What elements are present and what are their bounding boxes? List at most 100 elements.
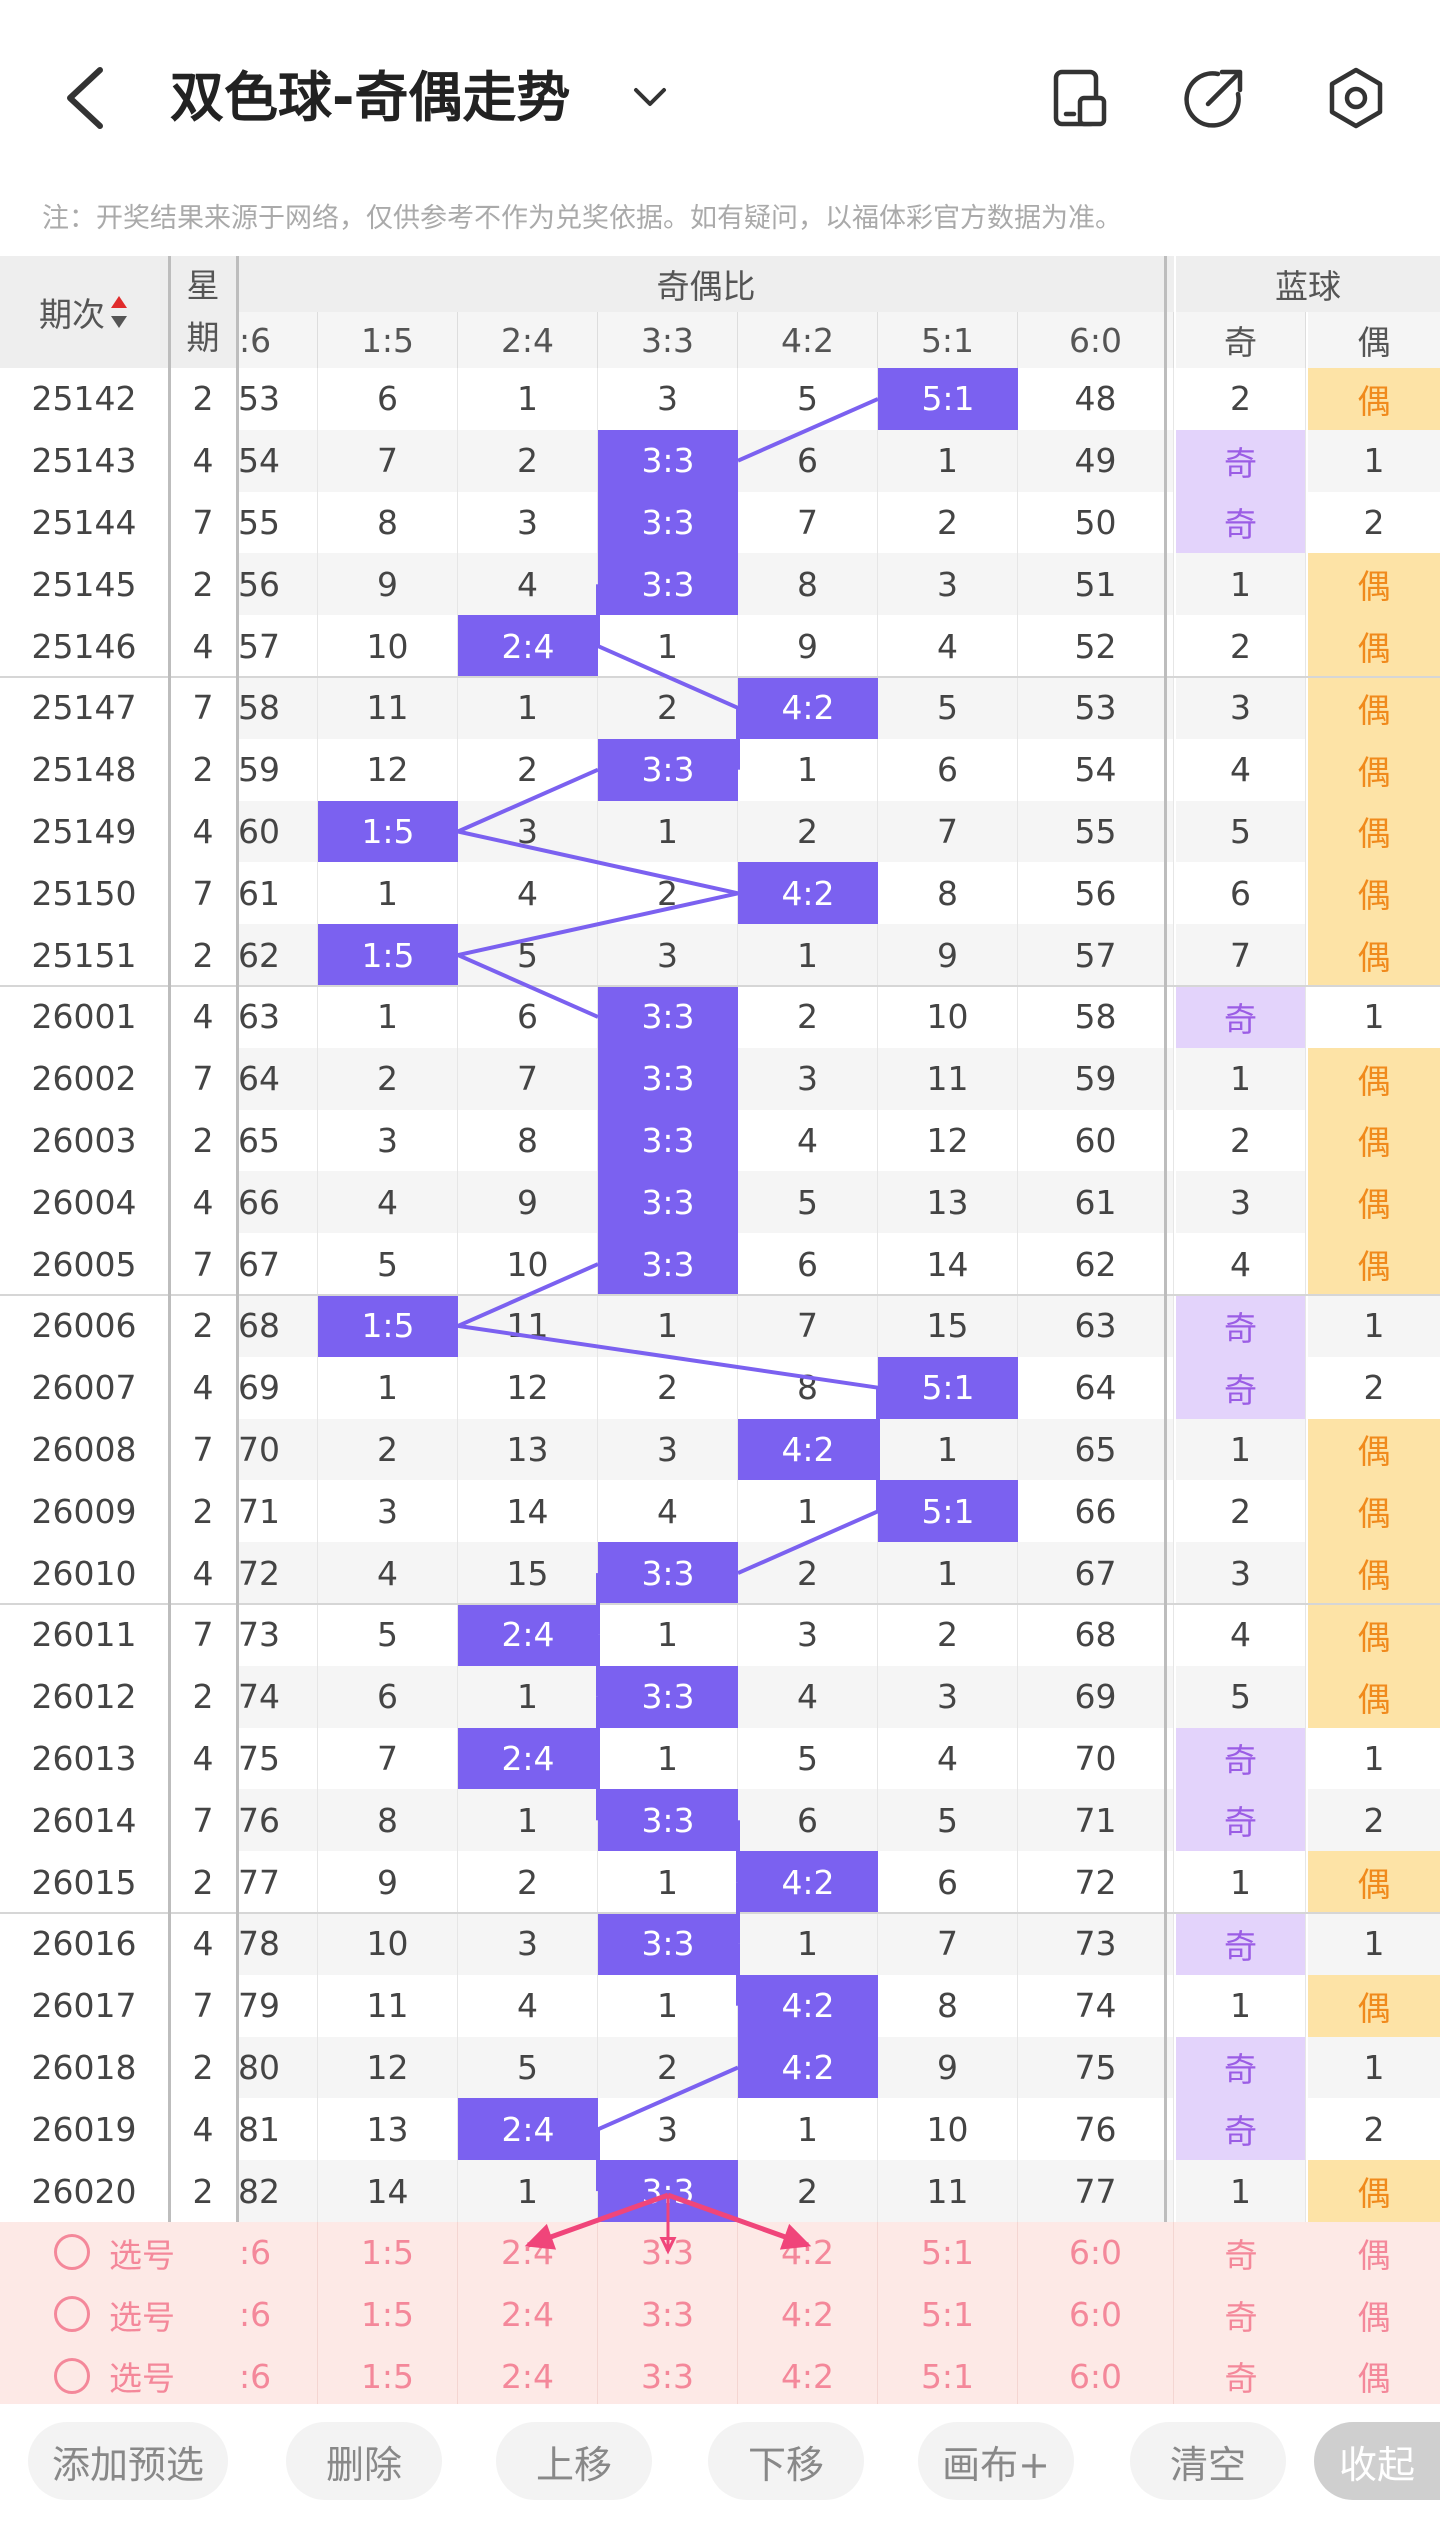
pick-radio[interactable]: [54, 2234, 90, 2270]
ratio-cell-6: 54: [1018, 738, 1174, 801]
pick-radio[interactable]: [54, 2357, 90, 2394]
ratio-cell-4: 2: [738, 2160, 878, 2222]
ratio-cell-1: 5: [318, 1604, 458, 1666]
pick-label[interactable]: 选号: [109, 2297, 175, 2337]
blue-even-cell: 偶: [1308, 1480, 1440, 1543]
settings-icon[interactable]: [1320, 62, 1392, 134]
move-up-button[interactable]: 上移: [496, 2422, 652, 2500]
period-cell: 25148: [0, 738, 168, 801]
period-cell: 26015: [0, 1851, 168, 1913]
pick-blue-even[interactable]: 偶: [1357, 2359, 1391, 2399]
ratio-cell-5: 11: [878, 2160, 1018, 2222]
pick-ratio-4[interactable]: 4:2: [738, 2345, 878, 2408]
period-header[interactable]: 期次: [0, 256, 168, 368]
ratio-cell-2: 7: [458, 1047, 598, 1110]
delete-button[interactable]: 删除: [286, 2422, 442, 2500]
ratio-col-header-2: 2:4: [458, 312, 598, 368]
blue-even-cell: 2: [1308, 491, 1440, 554]
pick-ratio-2[interactable]: 2:4: [458, 2283, 598, 2346]
ratio-cell-4: 5: [738, 1727, 878, 1790]
pick-blue-odd[interactable]: 奇: [1224, 2359, 1258, 2399]
blue-odd-cell: 3: [1176, 677, 1306, 739]
pick-blue-even[interactable]: 偶: [1357, 2297, 1391, 2337]
pick-ratio-1[interactable]: 1:5: [318, 2345, 458, 2408]
blue-odd-cell: 2: [1176, 1480, 1306, 1543]
pick-ratio-4[interactable]: 4:2: [738, 2222, 878, 2284]
pick-ratio-0[interactable]: 0:6: [238, 2345, 318, 2408]
share-icon[interactable]: [1178, 62, 1250, 134]
move-down-button[interactable]: 下移: [708, 2422, 864, 2500]
ratio-col-header-6: 6:0: [1018, 312, 1174, 368]
pick-ratio-5[interactable]: 5:1: [878, 2283, 1018, 2346]
ratio-cell-0: 78: [238, 1913, 318, 1975]
pick-ratio-0[interactable]: 0:6: [238, 2222, 318, 2284]
group-separator: [0, 676, 1440, 678]
pick-blue-odd[interactable]: 奇: [1224, 2235, 1258, 2275]
blue-even-cell: 1: [1308, 1295, 1440, 1357]
ratio-cell-5: 3: [878, 553, 1018, 616]
ratio-cell-2: 3: [458, 800, 598, 863]
ratio-cell-1: 4: [318, 1171, 458, 1234]
pick-ratio-1[interactable]: 1:5: [318, 2283, 458, 2346]
pick-ratio-1[interactable]: 1:5: [318, 2222, 458, 2284]
canvas-plus-button[interactable]: 画布+: [918, 2422, 1074, 2500]
pick-ratio-0[interactable]: 0:6: [238, 2283, 318, 2346]
ratio-cell-4: 6: [738, 1789, 878, 1852]
blue-odd-cell: 奇: [1176, 1727, 1306, 1790]
add-preselect-button[interactable]: 添加预选: [28, 2422, 228, 2500]
period-cell: 26011: [0, 1604, 168, 1666]
week-cell: 7: [170, 1047, 236, 1110]
ratio-cell-1: 11: [318, 1974, 458, 2037]
pick-ratio-3[interactable]: 3:3: [598, 2345, 738, 2408]
ratio-cell-1: 1: [318, 986, 458, 1048]
collapse-button[interactable]: 收起: [1314, 2422, 1440, 2500]
pick-ratio-3[interactable]: 3:3: [598, 2222, 738, 2284]
ratio-cell-6: 73: [1018, 1913, 1174, 1975]
pick-ratio-5[interactable]: 5:1: [878, 2222, 1018, 2284]
ratio-cell-2: 15: [458, 1542, 598, 1604]
ratio-cell-0: 65: [238, 1109, 318, 1172]
ratio-cell-2: 2: [458, 429, 598, 492]
pick-ratio-5[interactable]: 5:1: [878, 2345, 1018, 2408]
ratio-cell-0: 72: [238, 1542, 318, 1604]
pick-ratio-3[interactable]: 3:3: [598, 2283, 738, 2346]
clear-button[interactable]: 清空: [1130, 2422, 1286, 2500]
ratio-cell-2: 4: [458, 862, 598, 925]
ratio-cell-6: 72: [1018, 1851, 1174, 1913]
ratio-cell-0: 55: [238, 491, 318, 554]
pick-ratio-6[interactable]: 6:0: [1018, 2222, 1174, 2284]
ratio-cell-2: 3: [458, 1913, 598, 1975]
chevron-down-icon[interactable]: [630, 78, 670, 118]
blue-even-cell: 偶: [1308, 1542, 1440, 1604]
pick-ratio-2[interactable]: 2:4: [458, 2345, 598, 2408]
ratio-cell-6: 77: [1018, 2160, 1174, 2222]
ratio-cell-6: 70: [1018, 1727, 1174, 1790]
pick-blue-even[interactable]: 偶: [1357, 2235, 1391, 2275]
pick-ratio-6[interactable]: 6:0: [1018, 2283, 1174, 2346]
ratio-cell-0: 77: [238, 1851, 318, 1913]
week-cell: 7: [170, 1789, 236, 1852]
pick-blue-odd[interactable]: 奇: [1224, 2297, 1258, 2337]
pick-ratio-4[interactable]: 4:2: [738, 2283, 878, 2346]
ratio-cell-1: 1:5: [318, 800, 458, 863]
ratio-cell-1: 6: [318, 368, 458, 430]
pick-radio[interactable]: [54, 2295, 90, 2332]
week-header-char: 期: [186, 318, 220, 357]
ratio-cell-5: 13: [878, 1171, 1018, 1234]
period-cell: 26019: [0, 2098, 168, 2161]
pick-ratio-6[interactable]: 6:0: [1018, 2345, 1174, 2408]
ratio-cell-4: 8: [738, 1356, 878, 1419]
column-separator: [168, 256, 171, 2404]
pick-ratio-2[interactable]: 2:4: [458, 2222, 598, 2284]
back-arrow-icon[interactable]: [58, 62, 118, 134]
ratio-group-header: 奇偶比: [238, 256, 1174, 312]
pick-label[interactable]: 选号: [109, 2359, 175, 2399]
ratio-cell-0: 62: [238, 924, 318, 986]
layout-toggle-icon[interactable]: [1044, 62, 1116, 134]
pick-label[interactable]: 选号: [109, 2235, 175, 2275]
page-title[interactable]: 双色球-奇偶走势: [170, 66, 571, 129]
sort-icon[interactable]: [109, 294, 129, 330]
period-cell: 26007: [0, 1356, 168, 1419]
ratio-cell-2: 1: [458, 677, 598, 739]
blue-even-cell: 偶: [1308, 677, 1440, 739]
